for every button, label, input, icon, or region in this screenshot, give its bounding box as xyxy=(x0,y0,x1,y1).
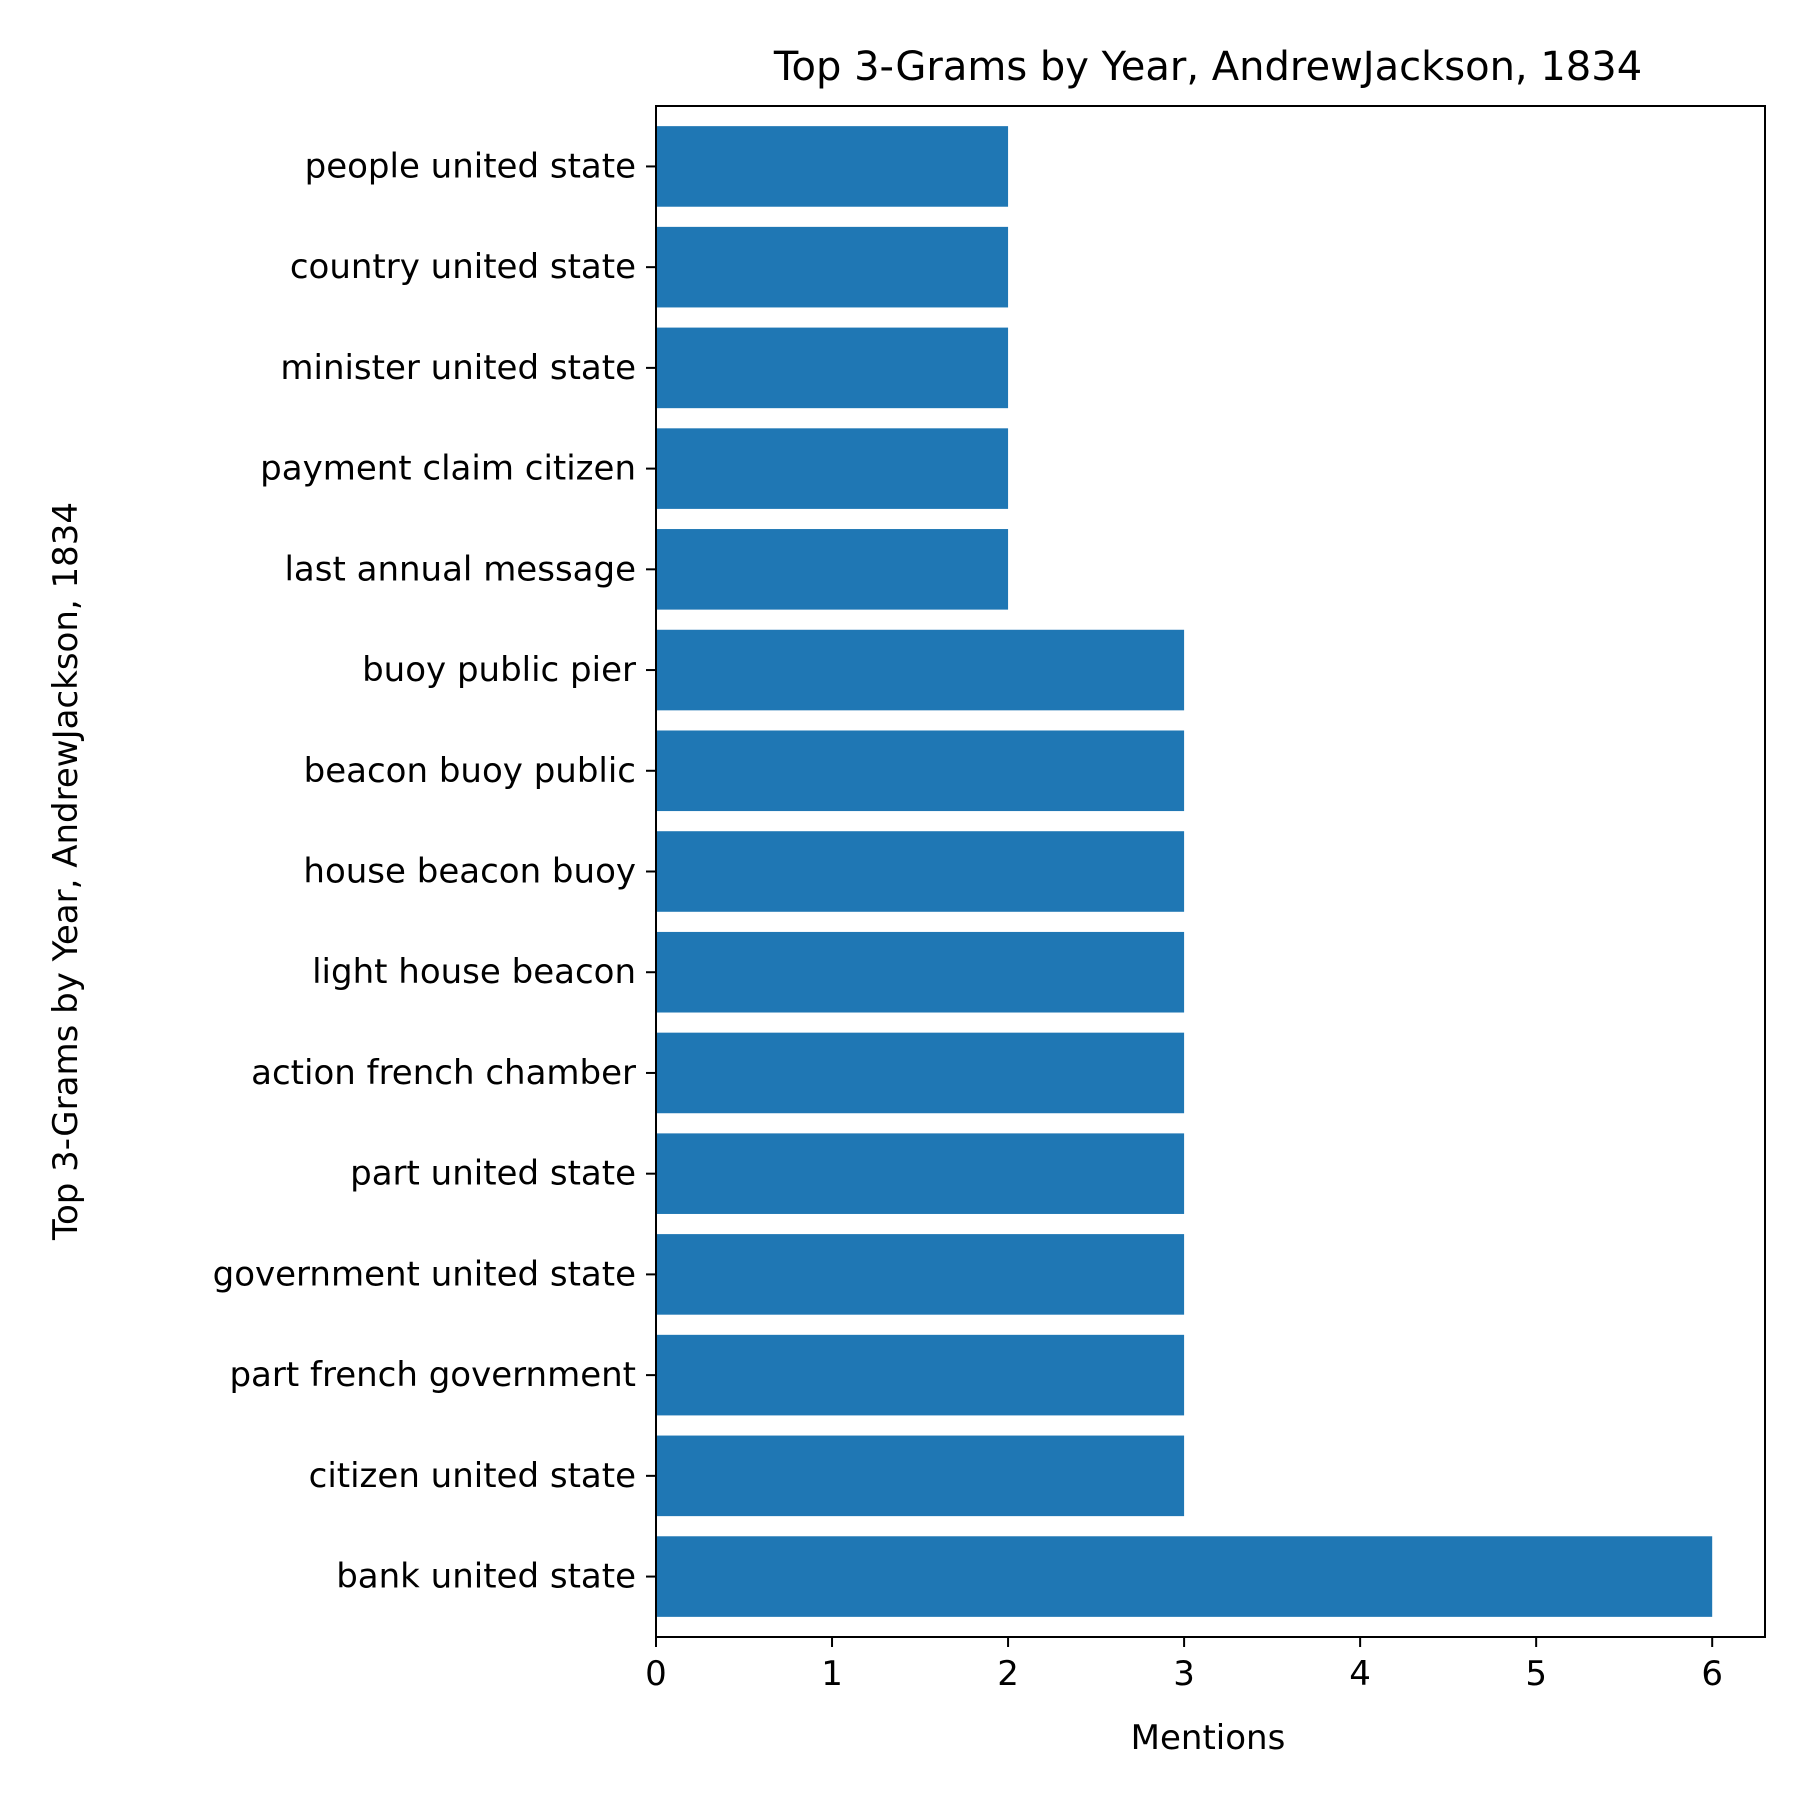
x-axis-label: Mentions xyxy=(1131,1718,1286,1758)
x-tick-label: 5 xyxy=(1525,1654,1547,1694)
x-tick-label: 1 xyxy=(821,1654,843,1694)
y-tick-label: light house beacon xyxy=(312,952,636,992)
bar-light-house-beacon xyxy=(656,931,1185,1013)
y-tick-label: minister united state xyxy=(280,348,636,388)
y-tick-label: government united state xyxy=(213,1254,636,1294)
y-tick-label: bank united state xyxy=(336,1557,636,1597)
x-tick-label: 3 xyxy=(1173,1654,1195,1694)
y-tick-label: action french chamber xyxy=(251,1053,636,1093)
bar-beacon-buoy-public xyxy=(656,730,1185,812)
y-tick-label: people united state xyxy=(305,146,636,186)
bar-bank-united-state xyxy=(656,1536,1713,1617)
bar-house-beacon-buoy xyxy=(656,831,1185,912)
bar-part-french-government xyxy=(656,1334,1185,1416)
bar-country-united-state xyxy=(656,226,1009,308)
y-axis-ticks: bank united state citizen united state par… xyxy=(213,146,656,1597)
bar-buoy-public-pier xyxy=(656,629,1185,711)
bar-minister-united-state xyxy=(656,327,1009,409)
y-tick-label: last annual message xyxy=(284,549,636,589)
y-tick-label: payment claim citizen xyxy=(260,449,636,489)
bar-last-annual-message xyxy=(656,529,1009,610)
bar-citizen-united-state xyxy=(656,1435,1185,1517)
bar-people-united-state xyxy=(656,126,1009,207)
y-tick-label: beacon buoy public xyxy=(304,751,636,791)
y-tick-label: part french government xyxy=(229,1355,636,1395)
y-tick-label: part united state xyxy=(350,1154,636,1194)
bar-payment-claim-citizen xyxy=(656,428,1009,509)
bar-part-united-state xyxy=(656,1133,1185,1214)
y-tick-label: buoy public pier xyxy=(362,650,636,690)
y-axis-label: Top 3-Grams by Year, AndrewJackson, 1834 xyxy=(46,502,86,1241)
x-tick-label: 4 xyxy=(1349,1654,1371,1694)
bar-government-united-state xyxy=(656,1234,1185,1315)
x-tick-label: 2 xyxy=(997,1654,1019,1694)
chart-title: Top 3-Grams by Year, AndrewJackson, 1834 xyxy=(773,44,1642,90)
y-tick-label: house beacon buoy xyxy=(303,852,636,892)
y-tick-label: citizen united state xyxy=(309,1456,636,1496)
axes-frame xyxy=(655,105,1766,1638)
bar-action-french-chamber xyxy=(656,1032,1185,1114)
x-tick-label: 0 xyxy=(645,1654,667,1694)
bars-group xyxy=(656,126,1713,1617)
y-tick-label: country united state xyxy=(290,247,636,287)
x-tick-label: 6 xyxy=(1701,1654,1723,1694)
x-axis-ticks: 0 1 2 3 4 5 6 xyxy=(645,1637,1723,1694)
